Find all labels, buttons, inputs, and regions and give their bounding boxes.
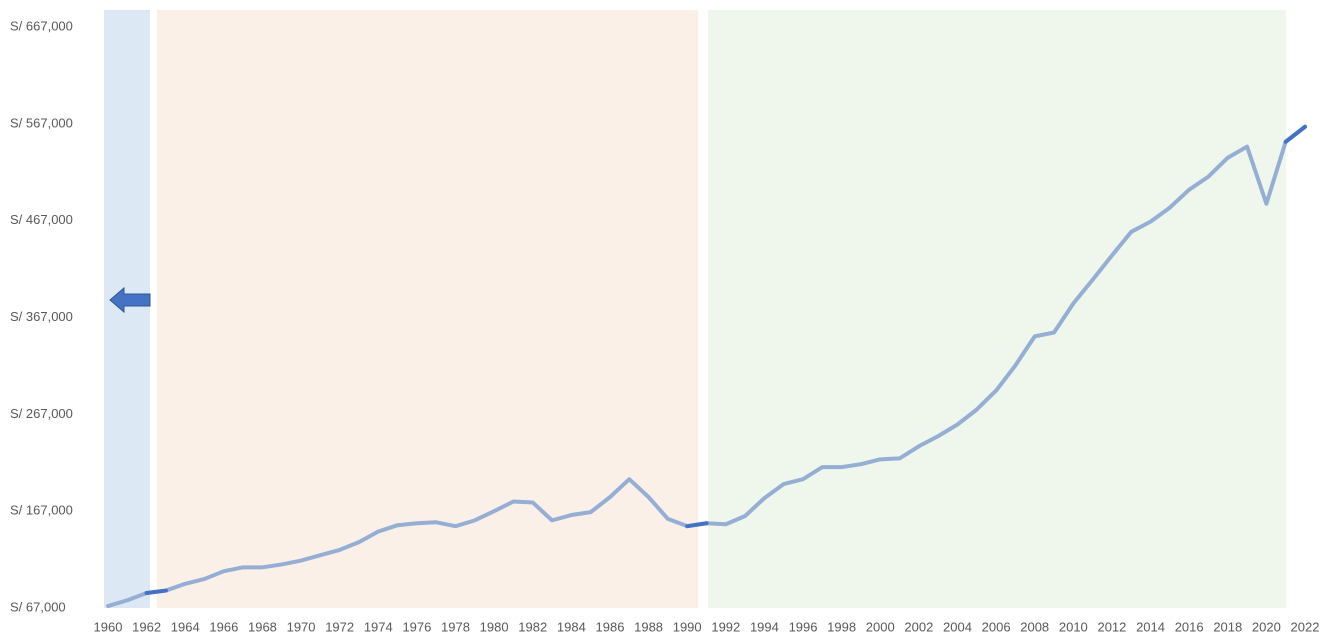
x-tick-label: 2008 <box>1020 619 1049 634</box>
y-tick-label: S/ 467,000 <box>10 212 73 227</box>
x-tick-label: 2022 <box>1291 619 1320 634</box>
y-tick-label: S/ 67,000 <box>10 599 66 614</box>
period-band <box>708 10 1286 608</box>
y-tick-label: S/ 267,000 <box>10 406 73 421</box>
x-tick-label: 1974 <box>364 619 393 634</box>
highlight-segment <box>685 521 709 529</box>
x-tick-label: 2014 <box>1136 619 1165 634</box>
y-tick-label: S/ 567,000 <box>10 115 73 130</box>
x-tick-label: 1968 <box>248 619 277 634</box>
x-tick-label: 1988 <box>634 619 663 634</box>
x-tick-label: 1980 <box>480 619 509 634</box>
x-tick-label: 1970 <box>287 619 316 634</box>
x-tick-label: 2010 <box>1059 619 1088 634</box>
x-tick-label: 1962 <box>132 619 161 634</box>
x-tick-label: 1978 <box>441 619 470 634</box>
arrow-icon <box>109 286 151 314</box>
x-tick-label: 1996 <box>789 619 818 634</box>
x-tick-label: 1966 <box>209 619 238 634</box>
y-tick-label: S/ 367,000 <box>10 309 73 324</box>
x-tick-label: 2006 <box>982 619 1011 634</box>
x-tick-label: 2020 <box>1252 619 1281 634</box>
x-tick-label: 1972 <box>325 619 354 634</box>
x-tick-label: 1964 <box>171 619 200 634</box>
x-tick-label: 2004 <box>943 619 972 634</box>
x-tick-label: 1976 <box>402 619 431 634</box>
x-tick-label: 1982 <box>518 619 547 634</box>
highlight-segment <box>1283 124 1307 144</box>
x-tick-label: 1998 <box>827 619 856 634</box>
x-tick-label: 1986 <box>596 619 625 634</box>
y-tick-label: S/ 667,000 <box>10 18 73 33</box>
highlight-segment <box>144 588 168 595</box>
x-tick-label: 1992 <box>711 619 740 634</box>
x-tick-label: 2016 <box>1175 619 1204 634</box>
period-band <box>104 10 150 608</box>
x-tick-label: 2002 <box>904 619 933 634</box>
x-tick-label: 2018 <box>1213 619 1242 634</box>
x-tick-label: 1984 <box>557 619 586 634</box>
x-tick-label: 2012 <box>1097 619 1126 634</box>
x-tick-label: 1990 <box>673 619 702 634</box>
y-tick-label: S/ 167,000 <box>10 503 73 518</box>
period-band <box>157 10 698 608</box>
x-tick-label: 2000 <box>866 619 895 634</box>
x-tick-label: 1960 <box>94 619 123 634</box>
x-tick-label: 1994 <box>750 619 779 634</box>
